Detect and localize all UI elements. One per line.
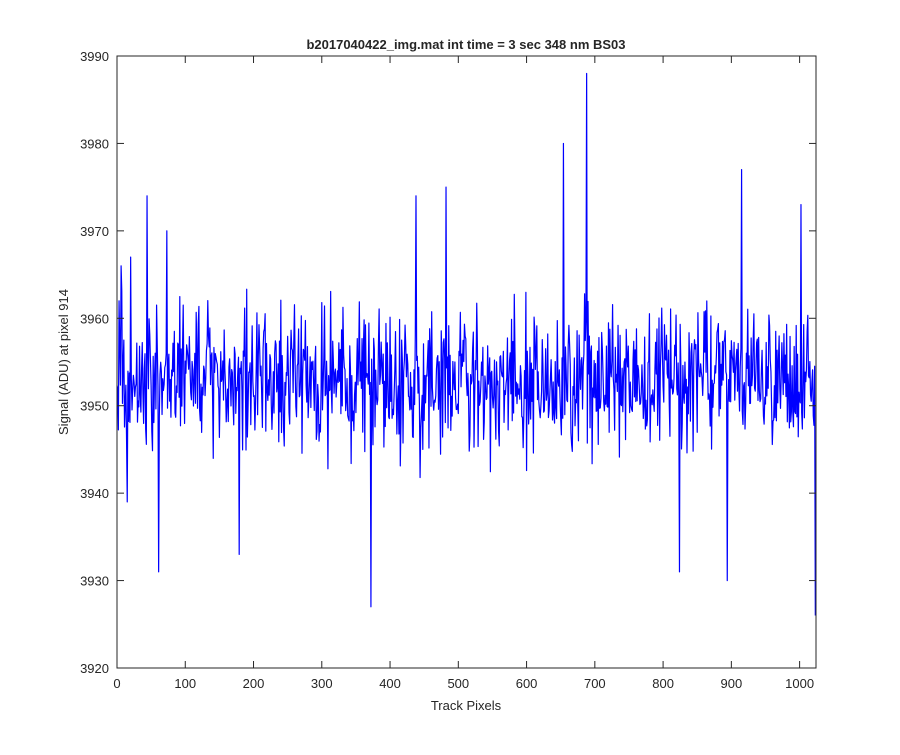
x-tick-label: 700 xyxy=(584,676,606,691)
x-tick-label: 1000 xyxy=(785,676,814,691)
x-tick-label: 300 xyxy=(311,676,333,691)
x-tick-label: 100 xyxy=(174,676,196,691)
x-tick-label: 0 xyxy=(113,676,120,691)
x-tick-label: 600 xyxy=(516,676,538,691)
y-tick-label: 3970 xyxy=(80,224,109,239)
x-tick-label: 500 xyxy=(447,676,469,691)
y-tick-label: 3990 xyxy=(80,49,109,64)
chart-title: b2017040422_img.mat int time = 3 sec 348… xyxy=(306,37,625,52)
series-line xyxy=(116,72,816,616)
y-tick-label: 3960 xyxy=(80,311,109,326)
y-axis-label: Signal (ADU) at pixel 914 xyxy=(56,289,71,435)
y-tick-label: 3940 xyxy=(80,486,109,501)
x-tick-label: 400 xyxy=(379,676,401,691)
y-tick-label: 3920 xyxy=(80,661,109,676)
x-tick-label: 800 xyxy=(652,676,674,691)
x-axis: 0 100 200 300 400 500 600 700 800 900 1000 xyxy=(113,56,814,691)
plot-area xyxy=(116,55,817,669)
y-tick-label: 3930 xyxy=(80,574,109,589)
x-tick-label: 900 xyxy=(721,676,743,691)
y-axis: 3920 3930 3940 3950 3960 3970 3980 3990 xyxy=(80,49,816,676)
y-tick-label: 3980 xyxy=(80,136,109,151)
x-tick-label: 200 xyxy=(243,676,265,691)
x-axis-label: Track Pixels xyxy=(431,698,502,713)
y-tick-label: 3950 xyxy=(80,399,109,414)
axes-box xyxy=(116,55,817,669)
